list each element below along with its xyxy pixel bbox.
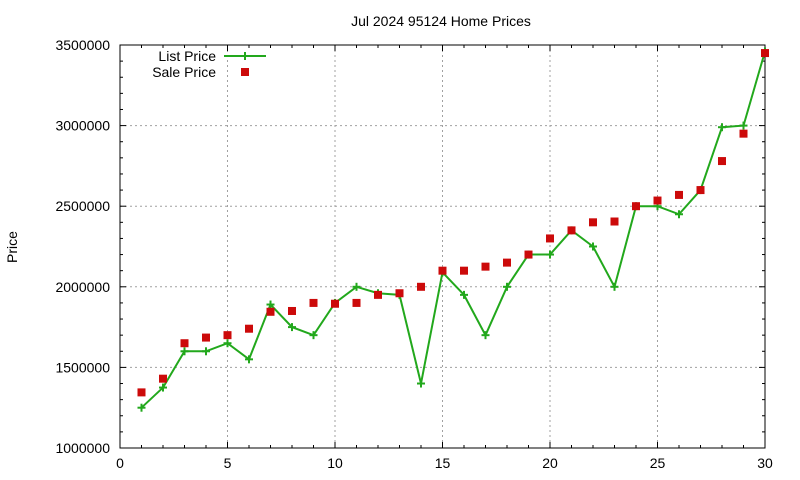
- data-point-square: [309, 298, 318, 307]
- axes: 0 5 10 15 20 25 30 1000000 1500000 2000000 2500000…: [55, 37, 773, 471]
- data-point-plus: [288, 323, 296, 332]
- data-point-square: [395, 289, 404, 298]
- data-point-plus: [180, 347, 189, 356]
- y-tick-label: 3500000: [55, 37, 110, 53]
- data-point-square: [546, 234, 554, 243]
- data-point-square: [632, 202, 640, 211]
- x-tick-label: 20: [542, 455, 558, 471]
- data-point-plus: [245, 355, 253, 364]
- legend-label: Sale Price: [152, 64, 216, 80]
- data-point-square: [374, 290, 382, 299]
- data-point-plus: [352, 282, 361, 291]
- data-point-square: [524, 250, 533, 259]
- data-point-square: [223, 331, 232, 340]
- y-tick-label: 3000000: [55, 118, 110, 134]
- data-point-plus: [309, 331, 318, 340]
- y-tick-label: 2000000: [55, 279, 110, 295]
- x-tick-label: 25: [650, 455, 666, 471]
- data-point-square: [653, 196, 662, 205]
- data-point-plus: [481, 331, 490, 340]
- x-tick-label: 0: [116, 455, 124, 471]
- x-tick-label: 5: [224, 455, 232, 471]
- data-point-square: [137, 388, 146, 397]
- data-point-plus: [223, 339, 232, 348]
- series-list-price: [137, 47, 769, 412]
- x-tick-label: 15: [435, 455, 451, 471]
- data-point-square: [202, 333, 210, 342]
- data-point-square: [481, 262, 490, 271]
- data-point-plus: [503, 282, 511, 291]
- y-tick-label: 1500000: [55, 359, 110, 375]
- data-point-square: [718, 157, 726, 166]
- data-point-plus: [675, 210, 683, 219]
- series-sale-price: [137, 49, 769, 397]
- data-point-square: [180, 339, 189, 348]
- legend-marker-square: [241, 68, 249, 76]
- data-point-square: [352, 298, 361, 307]
- data-point-plus: [460, 290, 468, 299]
- data-point-plus: [202, 347, 210, 356]
- data-point-square: [503, 258, 511, 267]
- data-point-square: [761, 49, 769, 58]
- series-layer: [137, 47, 769, 412]
- data-point-plus: [546, 250, 554, 259]
- data-point-square: [245, 324, 253, 333]
- y-axis-label: Price: [4, 231, 20, 263]
- data-point-square: [739, 129, 748, 138]
- data-point-plus: [739, 121, 748, 130]
- data-point-plus: [417, 379, 425, 388]
- y-tick-label: 2500000: [55, 198, 110, 214]
- data-point-square: [567, 226, 576, 235]
- chart-title: Jul 2024 95124 Home Prices: [351, 13, 531, 29]
- data-point-plus: [159, 383, 167, 392]
- data-point-plus: [137, 403, 146, 412]
- x-tick-label: 10: [327, 455, 343, 471]
- data-point-square: [438, 266, 447, 275]
- data-point-square: [696, 186, 705, 195]
- data-point-square: [460, 266, 468, 275]
- data-point-square: [266, 307, 275, 316]
- data-point-square: [675, 190, 683, 199]
- y-tick-label: 1000000: [55, 440, 110, 456]
- data-point-plus: [589, 242, 597, 251]
- data-point-plus: [610, 282, 619, 291]
- data-point-square: [610, 217, 619, 226]
- grid: [120, 45, 765, 448]
- legend-label: List Price: [158, 48, 216, 64]
- data-point-square: [331, 299, 339, 308]
- data-point-plus: [266, 300, 275, 309]
- data-point-square: [288, 306, 296, 315]
- data-point-square: [417, 282, 425, 291]
- x-tick-label: 30: [757, 455, 773, 471]
- legend-marker-plus: [241, 52, 249, 60]
- data-point-square: [159, 374, 167, 383]
- data-point-plus: [718, 123, 726, 132]
- data-point-square: [589, 218, 597, 227]
- series-line: [140, 51, 766, 409]
